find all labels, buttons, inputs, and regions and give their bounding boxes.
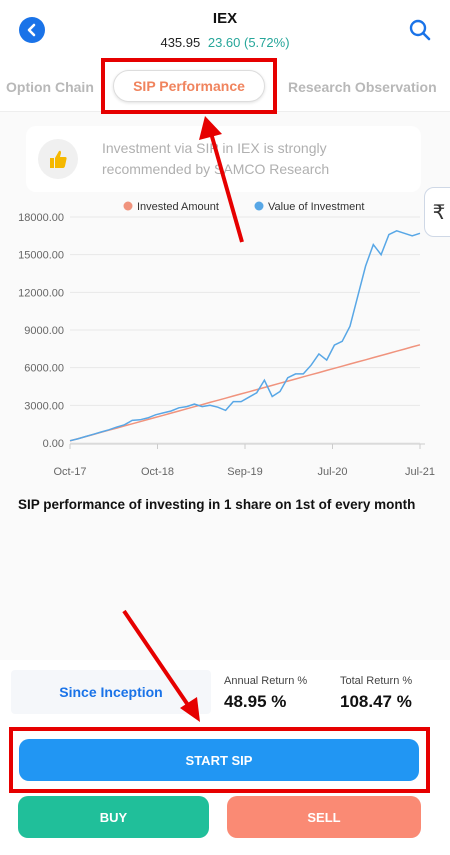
chevron-left-icon bbox=[27, 23, 36, 37]
header: IEX 435.95 23.60 (5.72%) bbox=[0, 0, 450, 62]
arrow-up-head bbox=[199, 116, 222, 140]
search-button[interactable] bbox=[408, 18, 432, 42]
legend-marker bbox=[123, 201, 133, 211]
arrow-down-head bbox=[180, 697, 200, 722]
y-tick-label: 3000.00 bbox=[24, 400, 64, 412]
stock-title: IEX bbox=[212, 10, 238, 27]
total-return-label: Total Return % bbox=[340, 675, 413, 687]
price-change: 23.60 (5.72%) bbox=[207, 35, 290, 50]
x-tick-label: Oct-18 bbox=[141, 466, 174, 478]
arrow-down-to-start-sip bbox=[122, 609, 192, 710]
series-line-invested-amount bbox=[69, 344, 421, 442]
back-button[interactable] bbox=[19, 17, 45, 43]
series-line-value-of-investment bbox=[69, 229, 421, 442]
sell-button[interactable]: SELL bbox=[227, 796, 421, 838]
y-tick-label: 18000.00 bbox=[18, 212, 64, 224]
arrow-up-to-tab bbox=[209, 132, 244, 243]
legend-label: Invested Amount bbox=[137, 201, 219, 213]
tab-research-observation[interactable]: Research Observation bbox=[288, 79, 437, 95]
start-sip-button[interactable]: START SIP bbox=[19, 739, 419, 781]
price-line: 435.95 23.60 (5.72%) bbox=[0, 35, 450, 50]
y-tick-label: 0.00 bbox=[43, 438, 64, 450]
search-icon bbox=[409, 19, 431, 41]
recommendation-text: Investment via SIP in IEX is strongly re… bbox=[102, 140, 330, 177]
total-return-value: 108.47 % bbox=[340, 692, 412, 711]
y-tick-label: 6000.00 bbox=[24, 363, 64, 375]
x-tick-label: Jul-21 bbox=[405, 466, 435, 478]
y-tick-label: 12000.00 bbox=[18, 287, 64, 299]
highlight-box-start-sip bbox=[9, 727, 430, 793]
x-tick-label: Oct-17 bbox=[53, 466, 86, 478]
legend-marker bbox=[254, 201, 264, 211]
legend-label: Value of Investment bbox=[268, 201, 364, 213]
annual-return-label: Annual Return % bbox=[224, 675, 308, 687]
y-tick-label: 15000.00 bbox=[18, 250, 64, 262]
since-inception-button[interactable]: Since Inception bbox=[11, 670, 211, 714]
annual-return-value: 48.95 % bbox=[224, 692, 287, 711]
chart-description: SIP performance of investing in 1 share … bbox=[18, 497, 416, 512]
tab-option-chain[interactable]: Option Chain bbox=[6, 79, 94, 95]
tab-sip-performance[interactable]: SIP Performance bbox=[113, 70, 265, 102]
buy-button[interactable]: BUY bbox=[18, 796, 209, 838]
thumbs-up-icon bbox=[38, 139, 78, 179]
y-tick-label: 9000.00 bbox=[24, 325, 64, 337]
stock-price: 435.95 bbox=[160, 35, 201, 50]
x-tick-label: Jul-20 bbox=[318, 466, 348, 478]
chart-svg: 0.00 3000.00 6000.00 9000.00 12000.00 15000.0… bbox=[18, 201, 435, 478]
rupee-toggle[interactable]: ₹ bbox=[424, 187, 450, 237]
highlight-box-tab bbox=[101, 58, 277, 114]
x-tick-label: Sep-19 bbox=[227, 466, 262, 478]
sip-chart: 0.00 3000.00 6000.00 9000.00 12000.00 15000.0… bbox=[0, 195, 450, 490]
